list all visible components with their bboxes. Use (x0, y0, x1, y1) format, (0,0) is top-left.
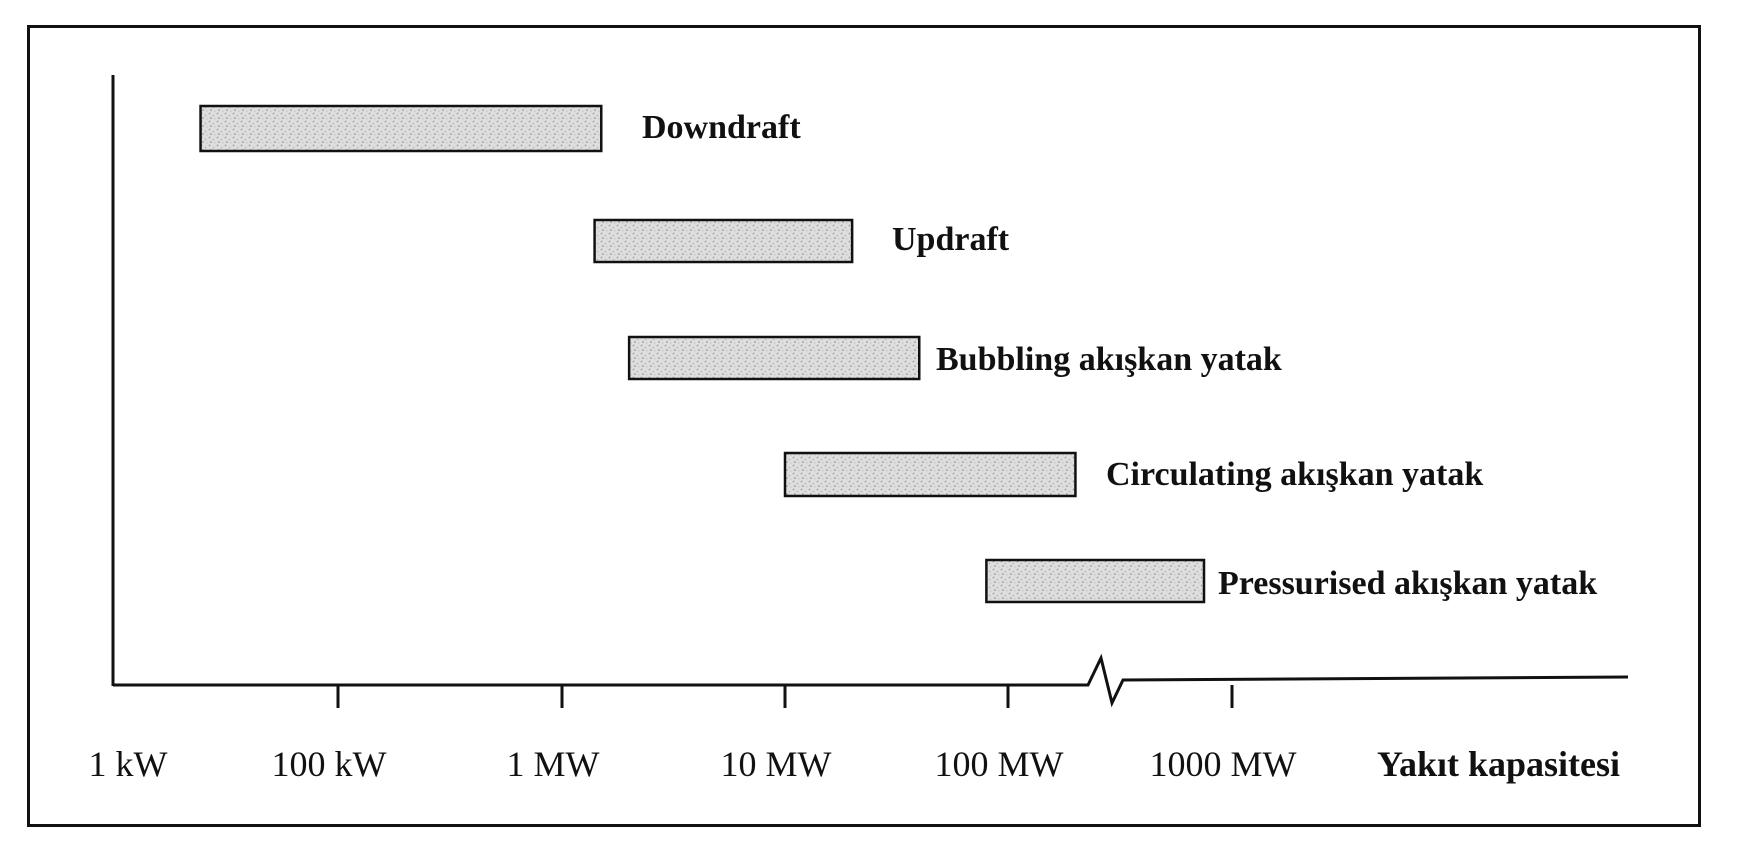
bar-label: Circulating akışkan yatak (1106, 456, 1483, 493)
x-tick-label: 1 MW (507, 744, 600, 784)
x-tick-label: 1 kW (89, 744, 168, 784)
x-axis-label: Yakıt kapasitesi (1377, 744, 1620, 784)
x-tick-label: 100 kW (272, 744, 387, 784)
range-bar (627, 335, 921, 381)
x-tick-label: 100 MW (935, 744, 1064, 784)
chart-frame (27, 25, 1701, 827)
bar-label: Bubbling akışkan yatak (936, 341, 1282, 378)
range-bar (783, 451, 1077, 498)
bar-label: Downdraft (642, 109, 801, 146)
bar-label: Updraft (892, 221, 1010, 258)
x-axis (113, 653, 1629, 708)
x-tick-label: 10 MW (721, 744, 832, 784)
x-tick-label: 1000 MW (1150, 744, 1297, 784)
range-bar (199, 104, 603, 153)
bar-label: Pressurised akışkan yatak (1218, 565, 1597, 602)
range-bar (593, 218, 854, 264)
range-bar (985, 558, 1206, 604)
